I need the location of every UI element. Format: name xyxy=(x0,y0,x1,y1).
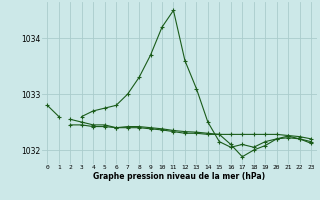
X-axis label: Graphe pression niveau de la mer (hPa): Graphe pression niveau de la mer (hPa) xyxy=(93,172,265,181)
